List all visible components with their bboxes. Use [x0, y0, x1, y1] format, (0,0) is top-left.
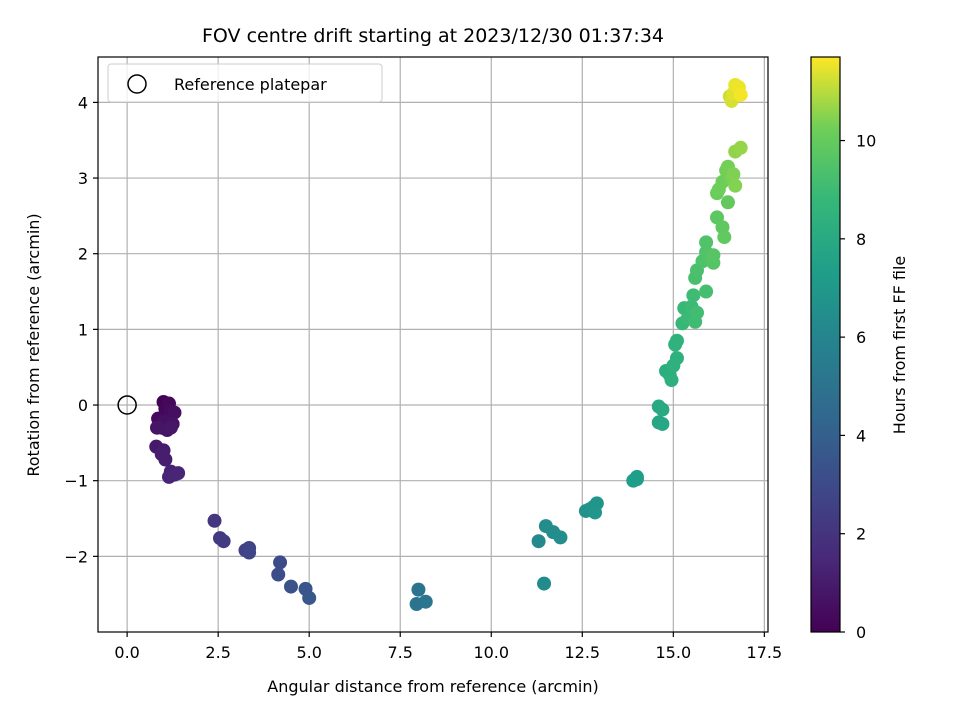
- scatter-point: [655, 416, 670, 431]
- legend-label: Reference platepar: [174, 75, 327, 94]
- x-tick-label: 0.0: [114, 643, 139, 662]
- scatter-point: [163, 420, 178, 435]
- x-tick-label: 17.5: [747, 643, 783, 662]
- scatter-point: [271, 567, 286, 582]
- scatter-point: [537, 576, 552, 591]
- colorbar: [811, 57, 840, 632]
- scatter-point: [706, 248, 721, 263]
- colorbar-frame: [810, 56, 841, 633]
- scatter-point: [283, 579, 298, 594]
- chart-title: FOV centre drift starting at 2023/12/30 …: [202, 25, 664, 47]
- scatter-point: [726, 167, 741, 182]
- scatter-point: [733, 140, 748, 155]
- scatter-point: [167, 405, 182, 420]
- colorbar-tick-label: 2: [856, 525, 866, 544]
- scatter-point: [531, 534, 546, 549]
- x-axis-ticks: 0.0 2.5 5.0 7.5 10.0 12.5 15.0 17.5: [114, 632, 782, 662]
- x-tick-label: 15.0: [656, 643, 692, 662]
- scatter-point: [418, 594, 433, 609]
- scatter-point: [273, 555, 288, 570]
- colorbar-tick-label: 6: [856, 328, 866, 347]
- y-tick-label: −1: [64, 472, 88, 491]
- reference-point-marker: [117, 395, 137, 415]
- x-tick-label: 5.0: [296, 643, 321, 662]
- y-tick-label: 0: [78, 396, 88, 415]
- scatter-point: [207, 513, 222, 528]
- x-tick-label: 2.5: [205, 643, 230, 662]
- scatter-point: [669, 333, 684, 348]
- grid: [98, 57, 768, 632]
- scatter-point: [553, 530, 568, 545]
- colorbar-tick-label: 10: [856, 132, 876, 151]
- colorbar-tick-label: 0: [856, 623, 866, 642]
- scatter-point: [728, 178, 743, 193]
- scatter-point: [699, 284, 714, 299]
- colorbar-ticks: 0 2 4 6 8 10: [840, 132, 876, 642]
- scatter-point: [664, 373, 679, 388]
- y-tick-label: 3: [78, 169, 88, 188]
- y-axis-ticks: −2 −1 0 1 2 3 4: [64, 93, 98, 566]
- scatter-point: [689, 305, 704, 320]
- y-tick-label: 2: [78, 245, 88, 264]
- scatter-point: [699, 235, 714, 250]
- y-axis-label: Rotation from reference (arcmin): [24, 213, 43, 476]
- x-axis-label: Angular distance from reference (arcmin): [267, 677, 598, 696]
- x-tick-label: 7.5: [388, 643, 413, 662]
- scatter-point: [655, 402, 670, 417]
- legend-marker: [127, 74, 147, 94]
- x-tick-label: 12.5: [564, 643, 600, 662]
- legend-box: [107, 63, 383, 103]
- y-tick-label: 1: [78, 320, 88, 339]
- legend: Reference platepar: [107, 63, 383, 103]
- scatter-point: [733, 87, 748, 102]
- x-tick-label: 10.0: [473, 643, 509, 662]
- scatter-point: [629, 472, 644, 487]
- scatter-point: [149, 420, 164, 435]
- scatter-point: [171, 466, 186, 481]
- scatter-point: [302, 590, 317, 605]
- y-tick-label: −2: [64, 547, 88, 566]
- scatter-point: [242, 545, 257, 560]
- data-points: [149, 77, 748, 612]
- y-tick-label: 4: [78, 93, 88, 112]
- plot-frame: [97, 56, 769, 633]
- scatter-point: [216, 534, 231, 549]
- scatter-point: [686, 288, 701, 303]
- colorbar-label: Hours from first FF file: [890, 256, 909, 435]
- scatter-point: [669, 351, 684, 366]
- scatter-point: [717, 230, 732, 245]
- scatter-point: [411, 582, 426, 597]
- scatter-point: [720, 195, 735, 210]
- colorbar-tick-label: 4: [856, 426, 866, 445]
- scatter-point: [588, 505, 603, 520]
- colorbar-tick-label: 8: [856, 230, 866, 249]
- scatter-point: [158, 452, 173, 467]
